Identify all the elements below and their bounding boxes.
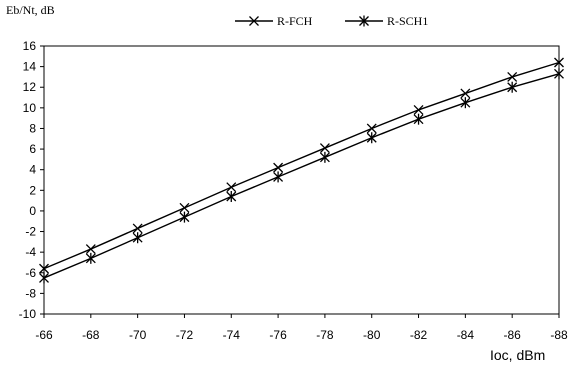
marker-stroke	[273, 162, 284, 173]
y-tick-label: -6	[25, 266, 36, 280]
x-tick-label: -72	[176, 328, 194, 342]
x-tick-label: -82	[410, 328, 428, 342]
data-point-r-fch	[226, 182, 237, 193]
data-point-r-fch	[132, 223, 143, 234]
marker-stroke	[319, 143, 330, 154]
legend: R-FCH R-SCH1	[235, 14, 428, 28]
data-point-r-sch1	[179, 211, 190, 223]
x-axis-label: Ioc, dBm	[490, 347, 545, 363]
marker-stroke	[460, 88, 471, 99]
data-point-r-sch1	[460, 97, 471, 109]
marker-stroke	[366, 123, 377, 134]
data-point-r-fch	[39, 263, 49, 274]
y-tick-label: 8	[29, 121, 36, 135]
marker-stroke	[85, 244, 96, 255]
y-tick-label: -2	[25, 225, 36, 239]
data-point-r-fch	[366, 123, 377, 134]
marker-stroke	[132, 223, 143, 234]
x-tick-label: -74	[223, 328, 241, 342]
x-tick-label: -84	[457, 328, 475, 342]
x-tick-label: -76	[269, 328, 287, 342]
y-tick-label: -8	[25, 286, 36, 300]
x-tick-label: -68	[82, 328, 100, 342]
marker-stroke	[179, 202, 190, 213]
series-layer	[39, 57, 564, 284]
data-point-r-sch1	[85, 252, 96, 264]
marker-stroke	[413, 104, 424, 115]
x-tick-label: -70	[129, 328, 147, 342]
marker-stroke	[249, 16, 259, 26]
series-line-r-sch1	[43, 73, 560, 279]
y-tick-label: 2	[29, 183, 36, 197]
y-axis-label: Eb/Nt, dB	[6, 3, 55, 17]
legend-marker-r-fch	[249, 16, 259, 26]
marker-stroke	[39, 263, 49, 274]
legend-marker-r-sch1	[359, 15, 369, 27]
legend-marker-shape	[249, 16, 259, 26]
plot-frame	[43, 45, 560, 315]
x-tick-label: -80	[363, 328, 381, 342]
y-tick-label: 10	[23, 101, 37, 115]
data-point-r-fch	[85, 244, 96, 255]
legend-label-r-fch: R-FCH	[277, 14, 313, 28]
data-point-r-sch1	[319, 151, 330, 163]
series-line-r-fch	[43, 61, 560, 270]
data-point-r-sch1	[226, 190, 237, 202]
data-point-r-fch	[413, 104, 424, 115]
y-tick-label: -10	[19, 307, 37, 321]
legend-label-r-sch1: R-SCH1	[387, 14, 428, 28]
data-point-r-sch1	[413, 113, 424, 125]
axes: -10 -8 -6 -4 -2 0 2 4 6 8 10 12 14 16 -66 -68 -70 -72 -74 -…	[19, 39, 568, 342]
x-tick-label: -78	[316, 328, 334, 342]
legend-marker-shape	[359, 15, 369, 27]
data-point-r-fch	[554, 57, 564, 68]
y-tick-label: 14	[23, 60, 37, 74]
y-tick-label: 6	[29, 142, 36, 156]
data-point-r-fch	[273, 162, 284, 173]
data-point-r-fch	[319, 143, 330, 154]
marker-stroke	[226, 182, 237, 193]
data-point-r-fch	[507, 71, 518, 82]
x-tick-label: -86	[504, 328, 522, 342]
marker-stroke	[507, 71, 518, 82]
data-point-r-sch1	[132, 232, 143, 244]
x-tick-label: -88	[550, 328, 568, 342]
data-point-r-fch	[460, 88, 471, 99]
data-point-r-fch	[179, 202, 190, 213]
x-tick-label: -66	[35, 328, 53, 342]
data-point-r-sch1	[273, 171, 284, 183]
y-tick-label: -4	[25, 245, 36, 259]
data-point-r-sch1	[39, 272, 49, 284]
y-tick-label: 12	[23, 80, 37, 94]
data-point-r-sch1	[554, 68, 564, 80]
data-point-r-sch1	[507, 81, 518, 93]
data-point-r-sch1	[366, 132, 377, 144]
y-tick-label: 0	[29, 204, 36, 218]
y-tick-label: 16	[23, 39, 37, 53]
marker-stroke	[554, 57, 564, 68]
y-tick-label: 4	[29, 163, 36, 177]
